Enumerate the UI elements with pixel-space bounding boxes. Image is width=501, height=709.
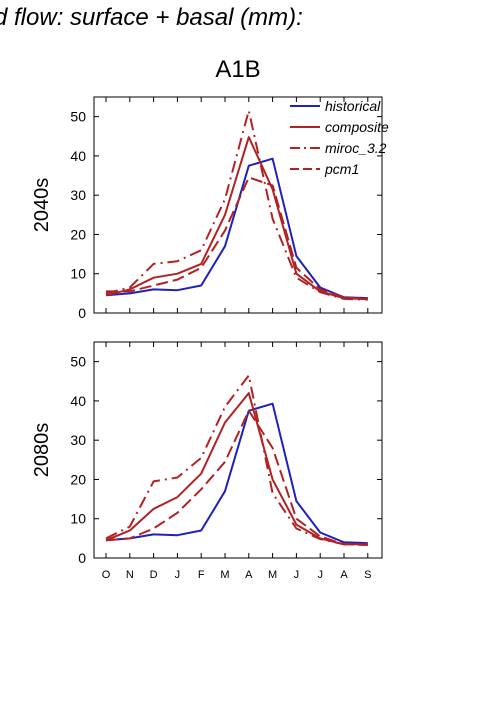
plot-frame <box>93 341 383 559</box>
y-tick-label: 0 <box>78 550 86 566</box>
x-tick-label: J <box>294 569 300 581</box>
scenario-title: A1B <box>215 56 261 83</box>
panel-2080s: 0 10 20 30 40 50 O N D J F M A M J J A S 2080s <box>31 341 383 581</box>
legend: historical composite miroc_3.2 pcm1 <box>290 98 389 177</box>
x-tick-label: M <box>268 569 277 581</box>
y-tick-label: 10 <box>70 511 86 527</box>
y-tick-label: 50 <box>70 109 86 125</box>
legend-label: pcm1 <box>324 161 359 177</box>
plot-frame <box>93 96 383 314</box>
series-line-composite <box>105 392 368 546</box>
legend-label: composite <box>325 119 389 135</box>
y-tick-label: 30 <box>70 432 86 448</box>
series-line-miroc-3-2 <box>105 374 368 546</box>
y-tick-label: 10 <box>70 266 86 282</box>
panel-label: 2080s <box>31 423 53 478</box>
x-tick-label: J <box>175 569 181 581</box>
y-tick-label: 40 <box>70 393 86 409</box>
y-tick-label: 20 <box>70 471 86 487</box>
x-tick-label: S <box>364 569 371 581</box>
series-line-historical <box>105 157 368 300</box>
series-line-historical <box>105 402 368 545</box>
y-tick-label: 30 <box>70 187 86 203</box>
x-tick-label: F <box>198 569 205 581</box>
y-tick-label: 0 <box>78 305 86 321</box>
legend-label: historical <box>325 98 381 114</box>
series-line-miroc-3-2 <box>105 109 368 301</box>
x-tick-label: M <box>220 569 229 581</box>
x-tick-label: A <box>245 569 253 581</box>
y-tick-label: 50 <box>70 354 86 370</box>
panel-label: 2040s <box>31 178 53 233</box>
x-tick-label: D <box>150 569 158 581</box>
x-tick-label: A <box>340 569 348 581</box>
x-tick-label: N <box>126 569 134 581</box>
legend-label: miroc_3.2 <box>325 140 387 156</box>
series-line-pcm1 <box>105 409 368 546</box>
y-tick-label: 40 <box>70 148 86 164</box>
x-tick-label: J <box>317 569 323 581</box>
panel-2040s: 0 10 20 30 40 50 2040s historical composite miroc… <box>31 96 389 321</box>
y-tick-label: 20 <box>70 226 86 242</box>
series-line-pcm1 <box>106 176 368 300</box>
page-title: d flow: surface + basal (mm): <box>0 4 303 31</box>
x-tick-label: O <box>102 569 111 581</box>
